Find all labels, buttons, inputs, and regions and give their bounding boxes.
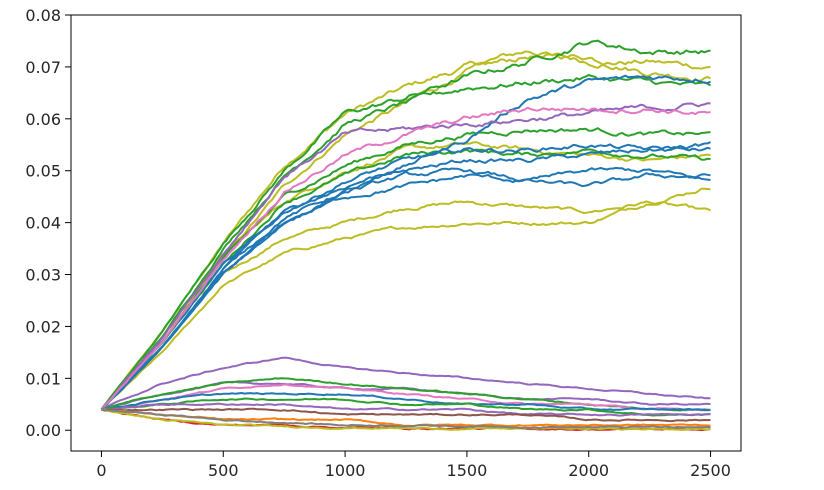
series-layer (100, 39, 712, 432)
x-axis: 0 500 1000 1500 2000 2500 (96, 451, 731, 480)
series-line-7 (100, 74, 712, 411)
x-tick-label: 2500 (690, 461, 731, 480)
series-line-6 (100, 39, 711, 411)
x-tick-label: 2000 (568, 461, 609, 480)
series-line-20 (101, 383, 711, 412)
y-tick-label: 0.04 (25, 214, 61, 233)
series-line-27 (101, 408, 711, 431)
y-tick-label: 0.01 (25, 369, 61, 388)
y-axis: 0.00 0.01 0.02 0.03 0.04 0.05 0.06 0.07 0.08 (25, 6, 71, 440)
series-line-5 (100, 141, 711, 411)
series-line-9 (100, 148, 711, 411)
series-line-24 (101, 407, 711, 423)
x-tick-label: 0 (96, 461, 106, 480)
y-tick-label: 0.03 (25, 266, 61, 285)
y-tick-label: 0.08 (25, 6, 61, 25)
series-line-3 (100, 200, 711, 411)
y-tick-label: 0.07 (25, 58, 61, 77)
y-tick-label: 0.00 (25, 421, 61, 440)
x-tick-label: 500 (208, 461, 239, 480)
series-line-11 (100, 141, 711, 411)
series-line-2 (100, 51, 711, 411)
y-tick-label: 0.02 (25, 317, 61, 336)
series-line-1 (100, 50, 711, 411)
series-line-14 (100, 166, 711, 411)
series-line-28 (101, 408, 711, 430)
series-line-16 (100, 106, 711, 411)
series-line-10 (100, 74, 711, 411)
series-line-21 (101, 392, 711, 412)
series-line-12 (100, 146, 711, 411)
y-tick-label: 0.06 (25, 110, 61, 129)
y-tick-label: 0.05 (25, 162, 61, 181)
series-line-22 (101, 397, 711, 417)
axes-frame (70, 14, 742, 452)
x-tick-label: 1500 (447, 461, 488, 480)
x-tick-label: 1000 (325, 461, 366, 480)
series-line-4 (100, 187, 711, 411)
series-line-15 (100, 102, 711, 411)
series-line-17 (101, 356, 711, 411)
series-line-23 (101, 402, 711, 417)
